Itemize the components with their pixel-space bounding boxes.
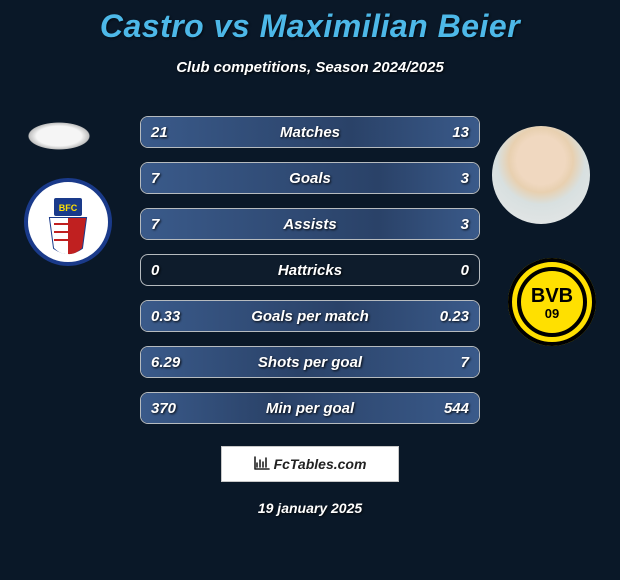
chart-icon xyxy=(254,456,270,473)
stat-label: Assists xyxy=(211,216,409,233)
page-title: Castro vs Maximilian Beier xyxy=(0,0,620,45)
stat-label: Matches xyxy=(211,124,409,141)
stat-row: 0.33 Goals per match 0.23 xyxy=(140,300,480,332)
stat-row: 370 Min per goal 544 xyxy=(140,392,480,424)
stat-label: Shots per goal xyxy=(211,354,409,371)
stat-row: 21 Matches 13 xyxy=(140,116,480,148)
stat-right-value: 13 xyxy=(409,124,479,141)
stat-right-value: 0.23 xyxy=(409,308,479,325)
stat-label: Goals xyxy=(211,170,409,187)
stat-left-value: 21 xyxy=(141,124,211,141)
stat-right-value: 3 xyxy=(409,170,479,187)
subtitle: Club competitions, Season 2024/2025 xyxy=(0,59,620,76)
footer-attribution[interactable]: FcTables.com xyxy=(221,446,399,482)
stat-row: 6.29 Shots per goal 7 xyxy=(140,346,480,378)
stat-row: 7 Assists 3 xyxy=(140,208,480,240)
stat-left-value: 6.29 xyxy=(141,354,211,371)
stat-left-value: 370 xyxy=(141,400,211,417)
stat-row: 7 Goals 3 xyxy=(140,162,480,194)
stat-left-value: 0 xyxy=(141,262,211,279)
stats-container: 21 Matches 13 7 Goals 3 7 Assists 3 0 Ha… xyxy=(0,116,620,424)
footer-site-text: FcTables.com xyxy=(274,456,367,472)
stat-row: 0 Hattricks 0 xyxy=(140,254,480,286)
stat-right-value: 3 xyxy=(409,216,479,233)
stat-left-value: 7 xyxy=(141,170,211,187)
stat-right-value: 544 xyxy=(409,400,479,417)
stat-label: Min per goal xyxy=(211,400,409,417)
stat-left-value: 7 xyxy=(141,216,211,233)
stat-right-value: 7 xyxy=(409,354,479,371)
stat-right-value: 0 xyxy=(409,262,479,279)
stat-label: Goals per match xyxy=(211,308,409,325)
stat-label: Hattricks xyxy=(211,262,409,279)
stat-left-value: 0.33 xyxy=(141,308,211,325)
date-text: 19 january 2025 xyxy=(0,500,620,516)
